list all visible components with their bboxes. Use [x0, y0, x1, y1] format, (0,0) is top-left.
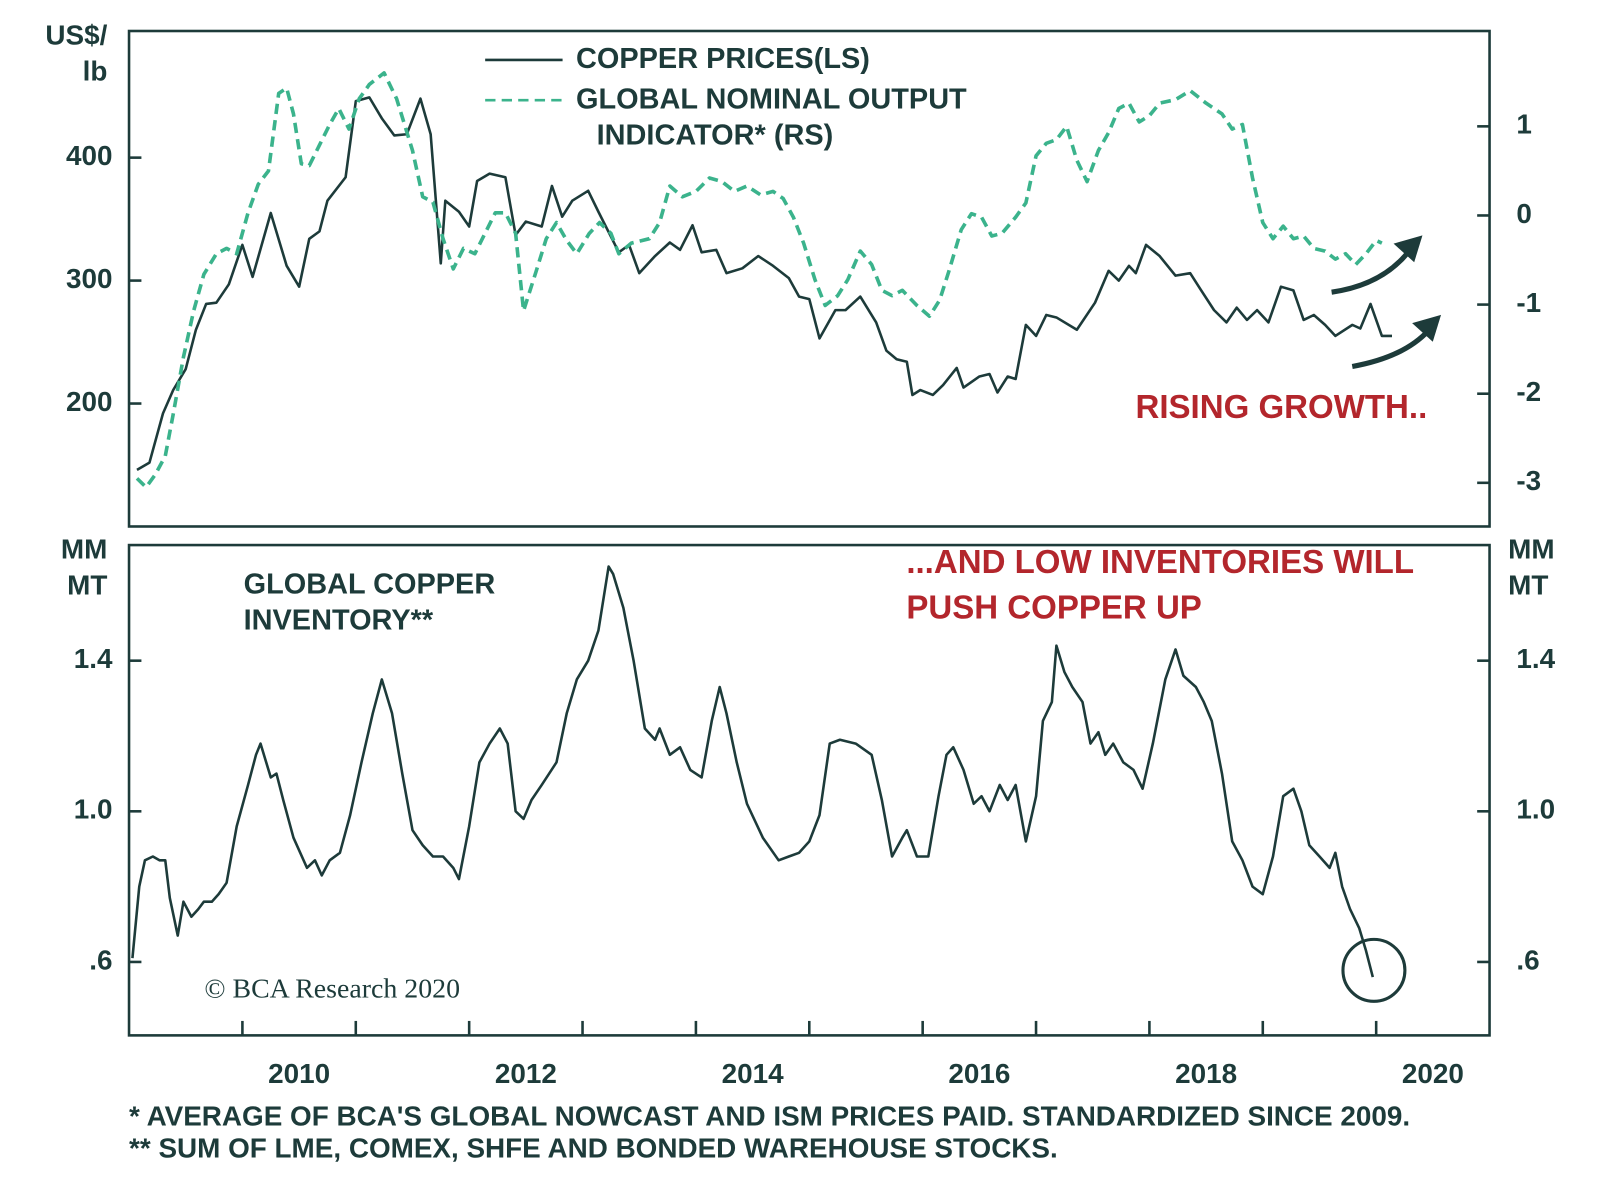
y2-tick-label: 1.4	[1516, 643, 1555, 674]
y2-tick-label: 1.0	[1516, 794, 1555, 825]
annotation-box: ...AND LOW INVENTORIES WILL PUSH COPPER …	[906, 543, 1414, 626]
source: © BCA Research 2020	[204, 973, 460, 1004]
annotation-box: RISING GROWTH..	[1135, 388, 1428, 426]
x-tick-label: 2018	[1175, 1058, 1237, 1089]
x-tick-label: 2020	[1402, 1058, 1464, 1089]
x-tick-label: 2010	[268, 1058, 330, 1089]
y2-tick-label: 0	[1516, 198, 1532, 229]
footnote: ** SUM OF LME, COMEX, SHFE AND BONDED WA…	[129, 1132, 1058, 1163]
y-tick-label: 1.0	[74, 794, 113, 825]
annotation: ...AND LOW INVENTORIES WILL PUSH COPPER …	[906, 543, 1414, 626]
y-tick-label: 200	[66, 386, 112, 417]
y-axis-label: US$/	[45, 20, 107, 51]
legend-label: COPPER PRICES(LS)	[576, 42, 870, 75]
x-tick-label: 2012	[495, 1058, 557, 1089]
y-tick-label: .6	[89, 944, 112, 975]
y-axis-label: MM	[61, 534, 107, 565]
series-label: GLOBAL COPPER INVENTORY**	[243, 567, 496, 636]
y2-tick-label: 1	[1516, 109, 1532, 140]
panel-frame	[127, 29, 1491, 528]
y-tick-label: 400	[66, 140, 112, 171]
y2-axis-label: MT	[1508, 570, 1548, 601]
x-tick-label: 2014	[722, 1058, 784, 1089]
arrow-head	[1412, 314, 1442, 342]
legend-label: GLOBAL NOMINAL OUTPUT INDICATOR* (RS)	[576, 82, 967, 151]
legend-label-box: GLOBAL NOMINAL OUTPUT INDICATOR* (RS)	[576, 82, 967, 151]
y2-tick-label: -3	[1516, 465, 1541, 496]
y-tick-label: 1.4	[74, 643, 113, 674]
legend-label-box: COPPER PRICES(LS)	[576, 42, 870, 75]
decorations	[1331, 235, 1442, 1003]
y-tick-label: 300	[66, 263, 112, 294]
y2-tick-label: -1	[1516, 287, 1541, 318]
series-line	[135, 71, 1383, 490]
arrow	[1331, 248, 1413, 295]
footnote: * AVERAGE OF BCA'S GLOBAL NOWCAST AND IS…	[129, 1100, 1410, 1131]
highlight-circle	[1341, 937, 1407, 1003]
series-line	[136, 96, 1392, 472]
y2-axis-label: MM	[1508, 534, 1554, 565]
y-axis-label: lb	[83, 56, 108, 87]
annotation: RISING GROWTH..	[1135, 388, 1428, 426]
x-tick-label: 2016	[948, 1058, 1010, 1089]
arrow	[1351, 328, 1431, 370]
y-axis-label: MT	[67, 570, 107, 601]
arrow-head	[1393, 235, 1423, 263]
series-line	[131, 565, 1375, 978]
series-label-box: GLOBAL COPPER INVENTORY**	[243, 567, 496, 636]
y2-tick-label: .6	[1516, 944, 1539, 975]
y2-tick-label: -2	[1516, 376, 1541, 407]
